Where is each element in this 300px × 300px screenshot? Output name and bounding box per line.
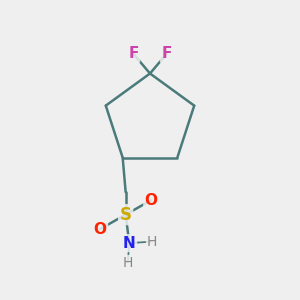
- Text: O: O: [94, 221, 107, 236]
- Text: S: S: [120, 206, 132, 224]
- Text: F: F: [161, 46, 172, 62]
- Text: N: N: [123, 236, 136, 250]
- Text: O: O: [145, 193, 158, 208]
- Text: F: F: [128, 46, 139, 62]
- Text: H: H: [123, 256, 133, 270]
- Text: H: H: [147, 235, 157, 249]
